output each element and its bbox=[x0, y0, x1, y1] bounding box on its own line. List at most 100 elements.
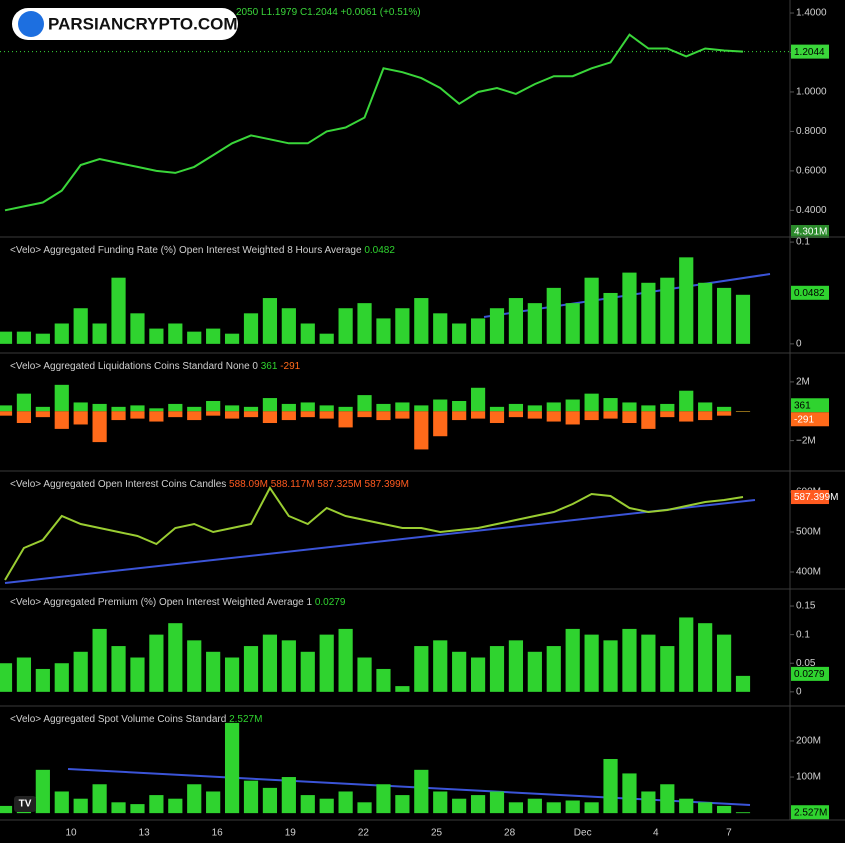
bar bbox=[452, 411, 467, 421]
bar bbox=[622, 272, 637, 344]
y-tick-label: 1.4000 bbox=[796, 8, 827, 19]
bar bbox=[698, 623, 713, 692]
panel-title: <Velo> Aggregated Funding Rate (%) Open … bbox=[10, 245, 395, 256]
bar bbox=[92, 628, 107, 692]
bar bbox=[281, 411, 296, 421]
y-tick-label: 500M bbox=[796, 527, 821, 538]
bar bbox=[243, 780, 259, 814]
bar bbox=[357, 411, 372, 418]
bar bbox=[735, 812, 751, 814]
bar bbox=[433, 313, 448, 344]
bar bbox=[603, 411, 618, 419]
bar bbox=[584, 634, 599, 692]
bar bbox=[546, 802, 561, 814]
bar bbox=[470, 795, 486, 814]
panel-title: <Velo> Aggregated Premium (%) Open Inter… bbox=[10, 597, 346, 608]
bar bbox=[35, 668, 50, 692]
price-tag-label: 2.527M bbox=[794, 807, 827, 818]
bar bbox=[489, 308, 505, 344]
bar bbox=[224, 722, 240, 814]
panel-legend-text: 2.527M bbox=[229, 714, 262, 725]
bar bbox=[338, 406, 353, 412]
y-tick-label: 0 bbox=[796, 686, 802, 697]
bar bbox=[452, 798, 467, 814]
panel-legend-text: 588.09M 588.117M 587.325M 587.399M bbox=[229, 479, 409, 490]
bar bbox=[584, 277, 599, 344]
bar bbox=[622, 773, 637, 814]
bar bbox=[35, 406, 50, 412]
bar bbox=[16, 657, 32, 692]
bar bbox=[603, 758, 618, 814]
bar bbox=[508, 403, 524, 412]
bar bbox=[73, 308, 88, 344]
bar bbox=[35, 333, 50, 344]
bar bbox=[660, 646, 675, 692]
bar bbox=[338, 791, 353, 814]
bar bbox=[357, 802, 372, 814]
bar bbox=[54, 323, 69, 344]
watermark-icon bbox=[18, 11, 44, 37]
bar bbox=[338, 411, 353, 428]
bar bbox=[319, 333, 334, 344]
bar bbox=[0, 411, 13, 416]
bar bbox=[433, 399, 448, 412]
bar bbox=[73, 798, 88, 814]
x-tick-label: 10 bbox=[65, 828, 77, 839]
price-tag-label: 587.399M bbox=[794, 492, 838, 503]
bar bbox=[16, 331, 32, 344]
bar bbox=[527, 798, 542, 814]
bar bbox=[546, 287, 561, 344]
bar bbox=[660, 403, 675, 412]
bar bbox=[433, 791, 448, 814]
bar bbox=[300, 651, 315, 692]
x-tick-label: 7 bbox=[726, 828, 732, 839]
bar bbox=[565, 411, 580, 425]
bar bbox=[527, 303, 542, 344]
bar bbox=[660, 784, 675, 814]
bar bbox=[489, 791, 505, 814]
bar bbox=[716, 411, 732, 416]
bar bbox=[92, 784, 107, 814]
trend-line bbox=[4, 499, 756, 584]
bar bbox=[187, 406, 202, 412]
bar bbox=[243, 646, 259, 692]
y-tick-label: 1.0000 bbox=[796, 87, 827, 98]
price-tag bbox=[791, 285, 829, 300]
bar bbox=[300, 795, 315, 814]
bar bbox=[622, 411, 637, 424]
bar bbox=[698, 282, 713, 344]
bar bbox=[338, 628, 353, 692]
bar bbox=[262, 411, 278, 424]
bar bbox=[262, 787, 278, 814]
bar bbox=[92, 411, 107, 443]
bar bbox=[35, 411, 50, 418]
bar bbox=[262, 398, 278, 412]
y-tick-label: −2M bbox=[796, 435, 816, 446]
bar bbox=[679, 798, 694, 814]
bar bbox=[641, 634, 656, 692]
bar bbox=[243, 313, 259, 344]
bar bbox=[376, 403, 391, 412]
svg-text:TV: TV bbox=[19, 799, 32, 810]
price-tag-label: 1.2044 bbox=[794, 47, 825, 58]
bar bbox=[54, 384, 69, 412]
y-tick-label: 0.15 bbox=[796, 601, 816, 612]
bar bbox=[168, 623, 183, 692]
bar bbox=[300, 402, 315, 412]
bar bbox=[149, 408, 164, 412]
panel-title: 2050 L1.1979 C1.2044 +0.0061 (+0.51%) bbox=[236, 7, 421, 18]
bar bbox=[546, 411, 561, 422]
bar bbox=[262, 634, 278, 692]
price-tag-label: 361 bbox=[794, 400, 811, 411]
bar bbox=[641, 282, 656, 344]
bar bbox=[0, 663, 13, 692]
bar bbox=[149, 411, 164, 422]
bar bbox=[565, 628, 580, 692]
panel-legend-text: 2050 L1.1979 C1.2044 +0.0061 (+0.51%) bbox=[236, 7, 421, 18]
bar bbox=[224, 411, 240, 419]
bar bbox=[376, 318, 391, 344]
bar bbox=[395, 686, 410, 692]
bar bbox=[130, 804, 145, 814]
y-tick-label: 0.8000 bbox=[796, 126, 827, 137]
tv-logo: TV bbox=[14, 796, 36, 812]
